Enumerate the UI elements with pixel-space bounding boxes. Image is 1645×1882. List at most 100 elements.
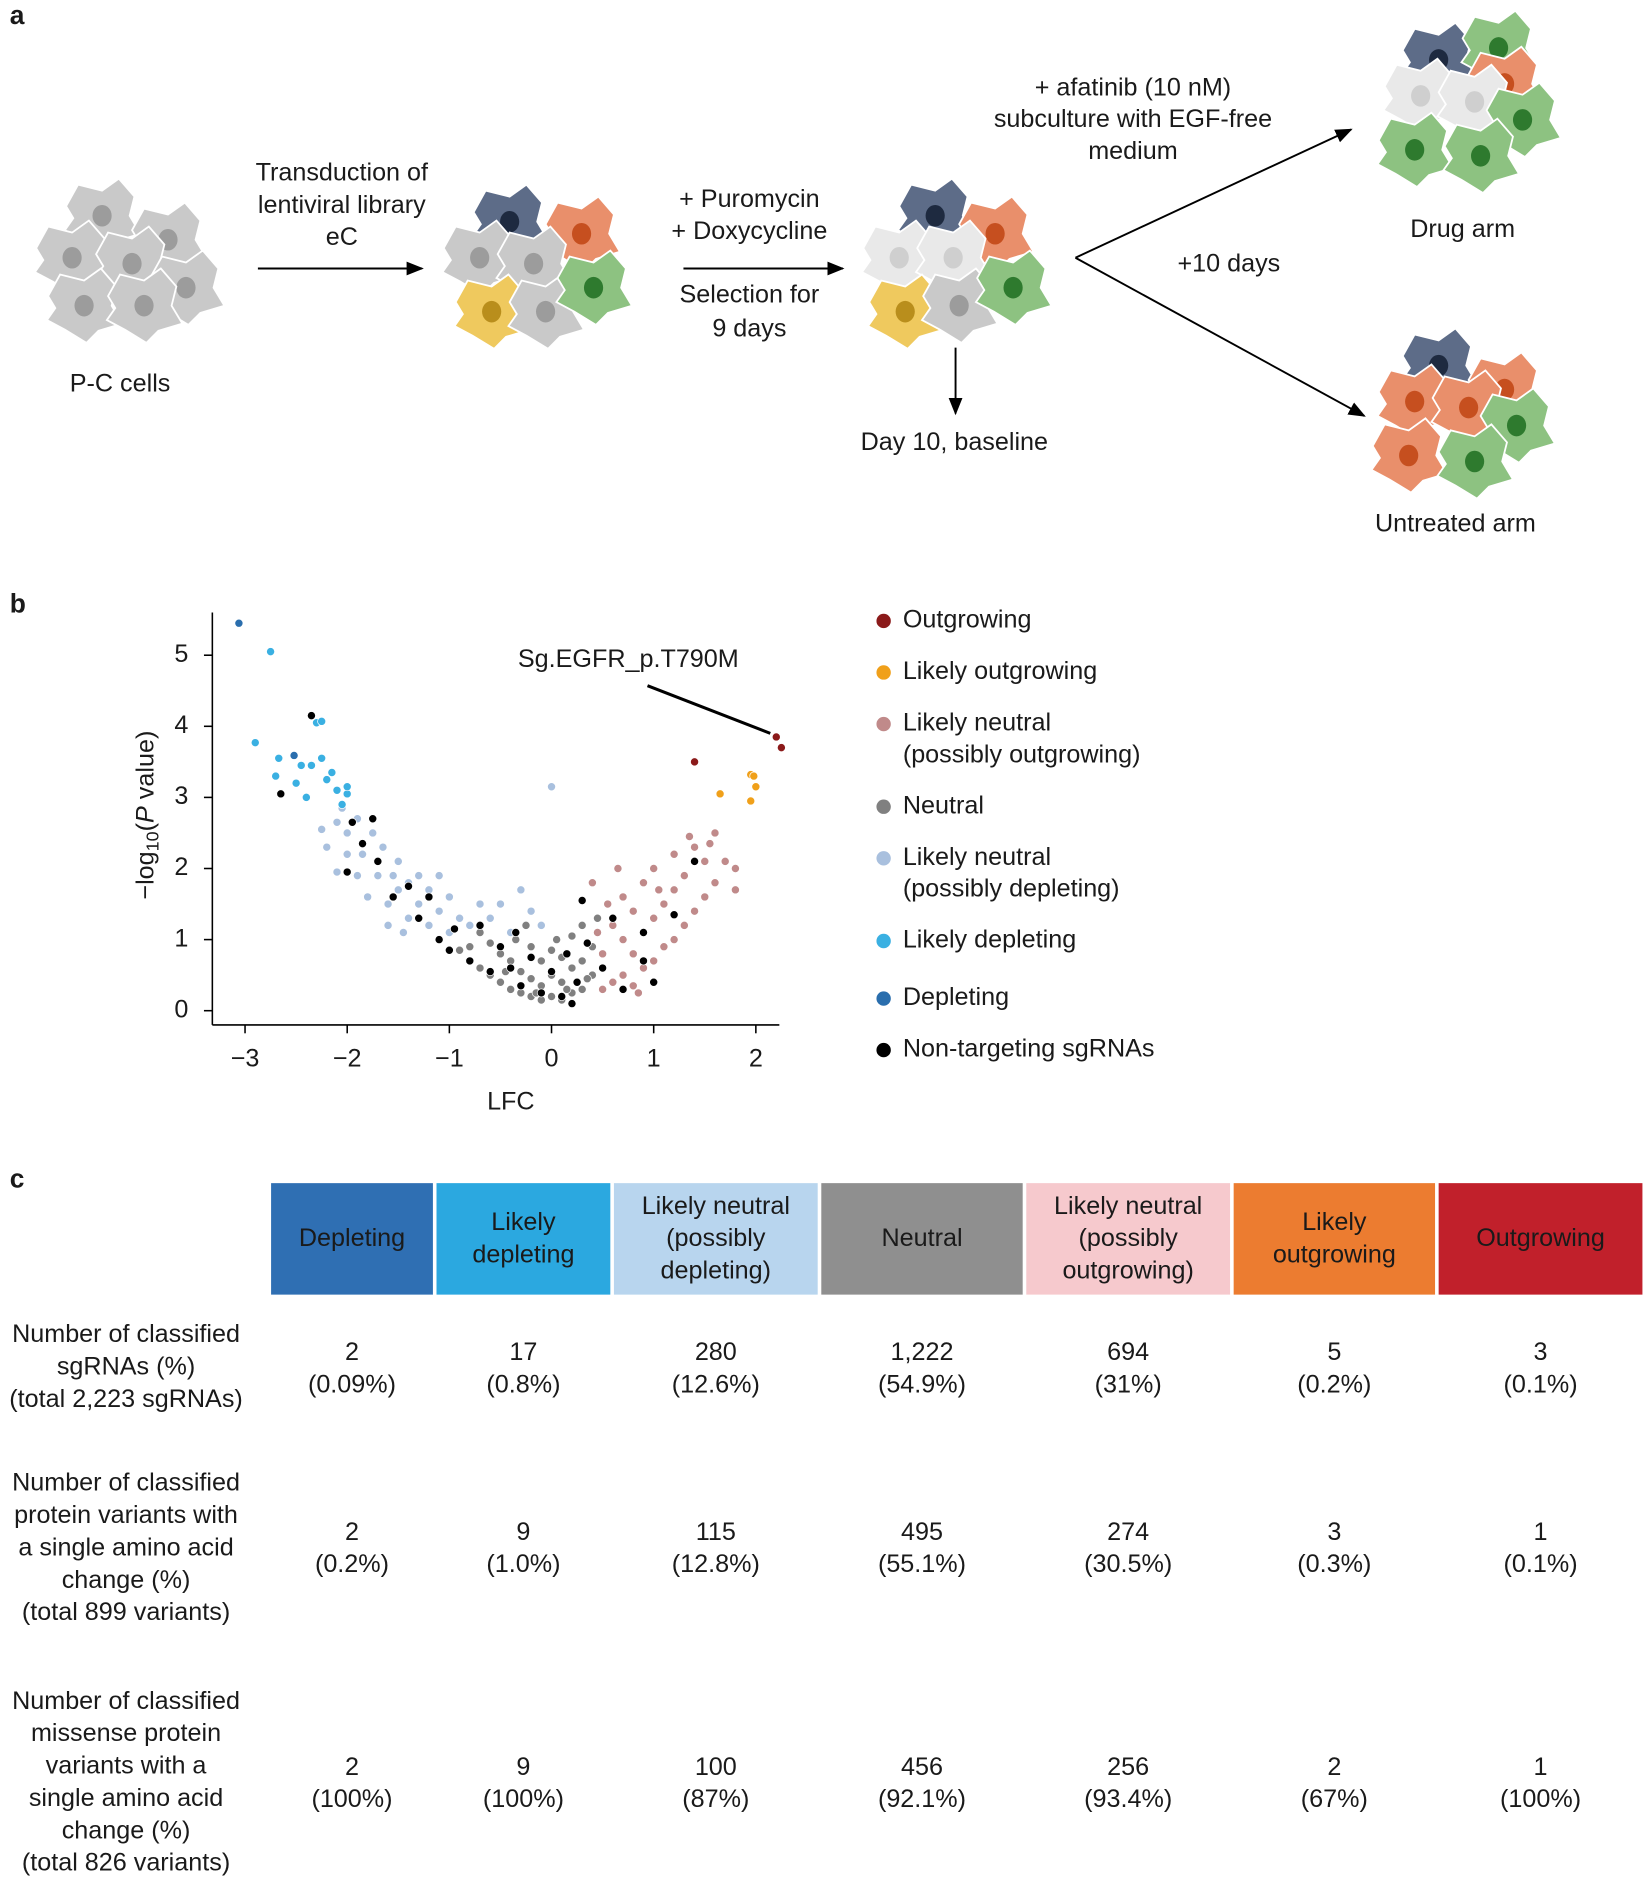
data-point	[317, 716, 327, 726]
data-point	[700, 856, 710, 866]
data-point	[557, 992, 567, 1001]
data-point	[690, 757, 699, 767]
data-point	[710, 828, 720, 838]
data-point	[363, 892, 373, 902]
x-axis-label: LFC	[487, 1087, 535, 1115]
data-point	[577, 984, 587, 994]
row-label: (total 826 variants)	[22, 1849, 230, 1877]
data-point	[628, 906, 638, 916]
data-point	[659, 942, 669, 952]
label: Day 10, baseline	[861, 428, 1048, 456]
table-cell: (0.1%)	[1503, 1550, 1577, 1578]
data-point	[639, 928, 648, 937]
data-point	[317, 753, 327, 763]
legend-swatch	[876, 665, 891, 680]
column-header: depleting	[472, 1240, 574, 1268]
data-point	[404, 881, 413, 891]
table-cell: 2	[345, 1518, 359, 1546]
table-cell: 3	[1327, 1518, 1341, 1546]
data-point	[567, 963, 577, 973]
data-point	[511, 928, 521, 937]
label: lentiviral library	[258, 191, 426, 219]
row-label: single amino acid	[29, 1784, 223, 1812]
data-point	[649, 956, 659, 966]
table-cell: 17	[509, 1338, 537, 1366]
column-header-bg	[1026, 1183, 1231, 1295]
row-label: variants with a	[46, 1752, 207, 1780]
legend-swatch	[876, 1042, 891, 1058]
row-label: Number of classified	[12, 1469, 240, 1497]
table-cell: 456	[901, 1753, 943, 1781]
y-tick-label: 3	[174, 782, 188, 810]
data-point	[679, 920, 689, 930]
data-point	[271, 771, 281, 781]
table-cell: (30.5%)	[1084, 1550, 1172, 1578]
data-point	[266, 647, 276, 657]
cell	[105, 267, 184, 344]
data-point	[485, 913, 495, 923]
data-point	[593, 913, 602, 923]
label: Selection for	[679, 281, 819, 309]
y-tick-label: 5	[174, 640, 188, 668]
table-cell: 1	[1534, 1518, 1548, 1546]
data-point	[404, 913, 413, 923]
data-point	[414, 899, 424, 909]
data-point	[649, 864, 659, 873]
arrow	[1074, 256, 1366, 417]
data-point	[547, 967, 556, 977]
y-tick-label: 2	[174, 853, 188, 881]
data-point	[526, 942, 536, 952]
table-cell: (54.9%)	[878, 1370, 966, 1398]
data-point	[455, 945, 465, 955]
data-point	[342, 828, 352, 838]
data-point	[250, 738, 260, 748]
legend-label: Likely neutral	[903, 709, 1051, 737]
data-point	[639, 878, 648, 888]
data-point	[388, 871, 398, 881]
column-header: Neutral	[881, 1224, 962, 1252]
column-header: Likely	[1302, 1208, 1367, 1236]
data-point	[547, 992, 556, 1001]
data-point	[587, 878, 597, 888]
row-label: Number of classified	[12, 1687, 240, 1715]
column-header-bg	[271, 1183, 433, 1295]
data-point	[577, 920, 587, 930]
data-point	[598, 949, 608, 959]
row-label: a single amino acid	[18, 1533, 233, 1561]
data-point	[383, 920, 393, 930]
data-point	[276, 789, 286, 799]
data-point	[274, 753, 284, 763]
data-point	[552, 935, 562, 945]
table-cell: 5	[1327, 1338, 1341, 1366]
data-point	[496, 899, 505, 909]
column-header-bg	[1438, 1183, 1643, 1295]
data-point	[582, 938, 592, 948]
data-point	[424, 892, 434, 902]
data-point	[414, 913, 424, 923]
x-tick-label: −1	[435, 1044, 464, 1072]
data-point	[301, 792, 311, 802]
table-cell: (92.1%)	[878, 1785, 966, 1813]
data-point	[373, 871, 383, 881]
legend-label: Likely depleting	[903, 926, 1076, 954]
legend-swatch	[876, 799, 891, 814]
table-cell: 100	[695, 1753, 737, 1781]
data-point	[536, 956, 546, 966]
legend-swatch	[876, 613, 891, 629]
data-point	[567, 931, 577, 941]
column-header: depleting)	[661, 1257, 772, 1285]
data-point	[618, 892, 628, 902]
data-point	[613, 864, 623, 873]
table-cell: (55.1%)	[878, 1550, 966, 1578]
data-point	[567, 999, 577, 1009]
legend-swatch	[876, 933, 891, 949]
column-header: Outgrowing	[1476, 1224, 1605, 1252]
data-point	[496, 942, 505, 952]
table-cell: 280	[695, 1338, 737, 1366]
data-point	[526, 952, 536, 962]
data-point	[659, 899, 669, 909]
row-label: (total 2,223 sgRNAs)	[9, 1385, 243, 1413]
table-cell: 115	[696, 1518, 736, 1546]
label: medium	[1088, 137, 1177, 165]
